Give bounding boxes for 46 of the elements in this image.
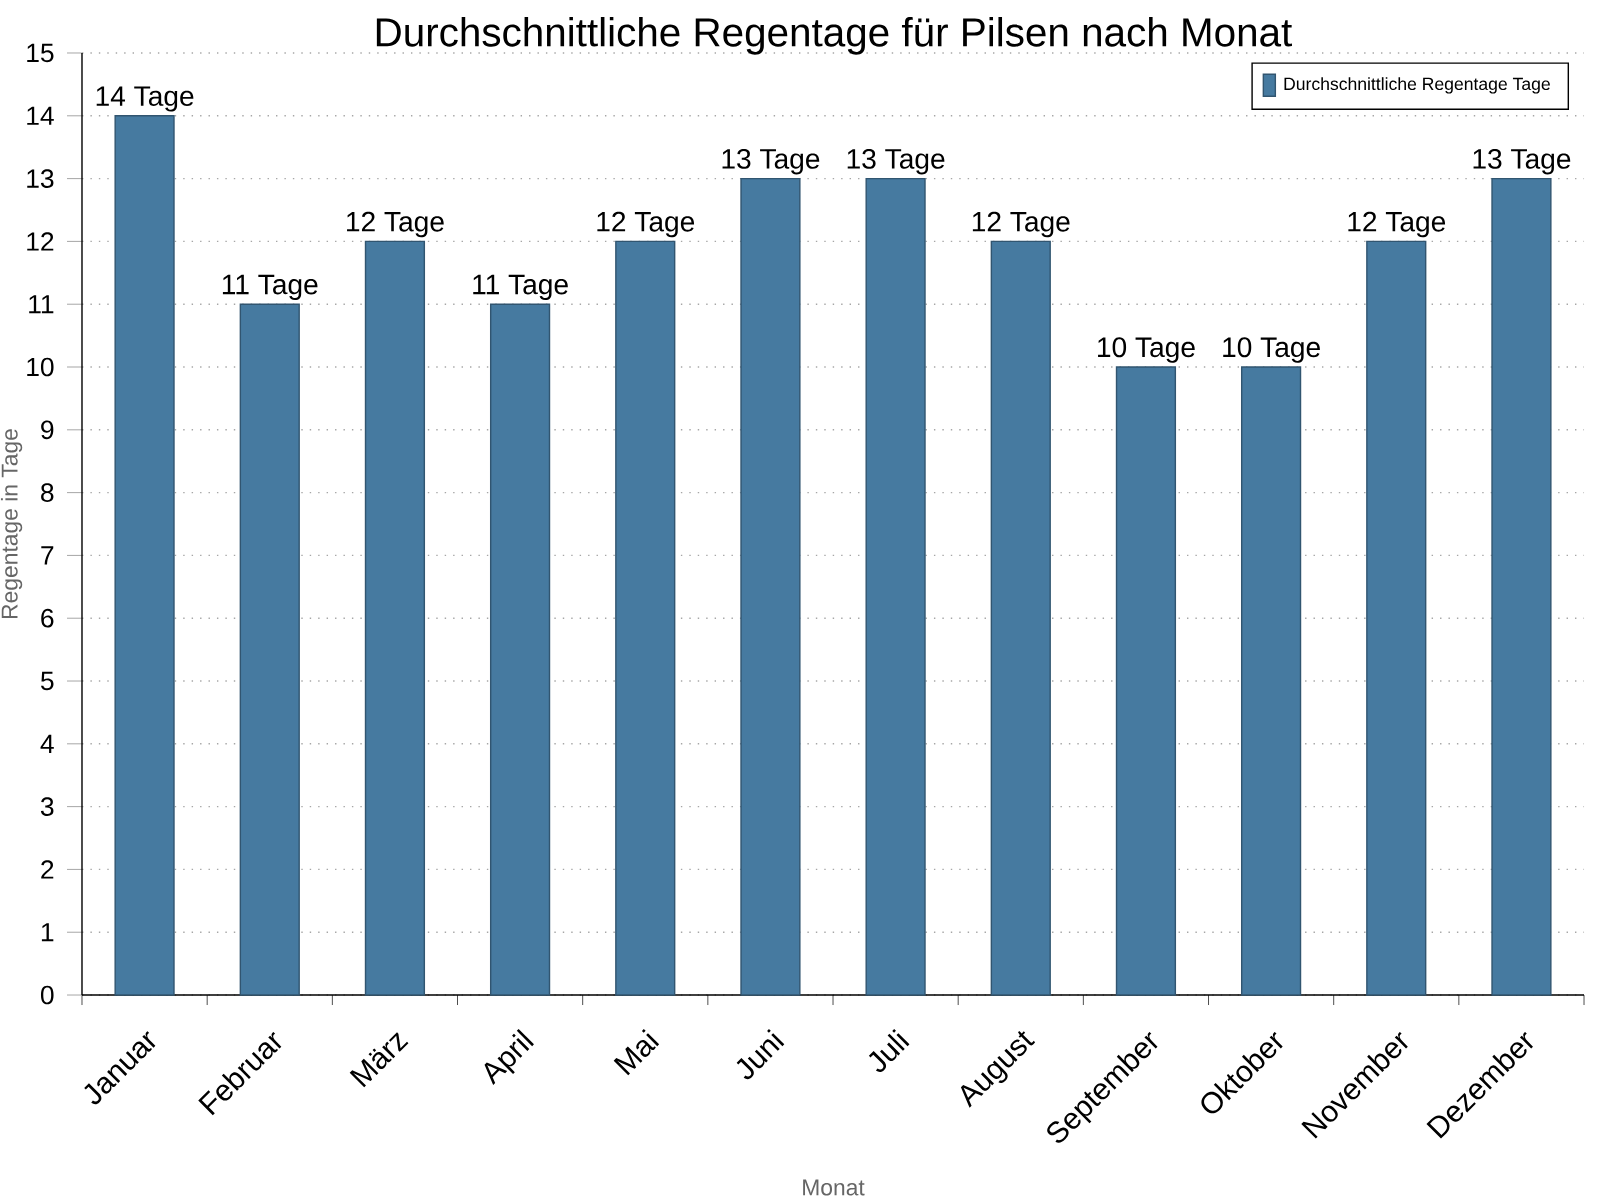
y-tick-label: 15 xyxy=(27,43,54,63)
bar xyxy=(114,115,175,996)
bar xyxy=(1366,240,1427,996)
y-tick-label: 3 xyxy=(40,797,54,816)
bar xyxy=(990,240,1051,996)
bar xyxy=(740,177,801,996)
legend-label: Durchschnittliche Regentage Tage xyxy=(1284,77,1550,94)
y-tick-label: 9 xyxy=(41,420,54,440)
data-label: 13 Tage xyxy=(722,148,820,175)
data-label: 11 Tage xyxy=(473,274,568,300)
data-label: 12 Tage xyxy=(597,211,695,238)
data-label: 11 Tage xyxy=(222,274,318,300)
bar xyxy=(489,303,551,996)
data-label: 12 Tage xyxy=(1348,211,1446,238)
x-axis-title: Monat xyxy=(803,1179,865,1196)
data-label: 14 Tage xyxy=(96,86,194,112)
bar xyxy=(1240,366,1302,996)
y-tick-label: 7 xyxy=(41,546,54,565)
y-tick-label: 13 xyxy=(27,169,54,188)
y-tick-label: 8 xyxy=(41,483,54,502)
data-label: 12 Tage xyxy=(347,211,444,238)
bar xyxy=(865,177,926,996)
y-tick-label: 0 xyxy=(40,985,54,1005)
y-tick-label: 6 xyxy=(41,608,54,628)
bar xyxy=(1491,177,1552,996)
data-label: 13 Tage xyxy=(847,148,945,175)
y-axis-title: Regentage in Tage xyxy=(0,429,23,619)
y-tick-label: 11 xyxy=(29,295,54,314)
data-label: 10 Tage xyxy=(1223,337,1320,363)
data-label: 10 Tage xyxy=(1098,337,1195,363)
y-tick-label: 5 xyxy=(40,671,54,691)
bar xyxy=(1115,366,1177,996)
bar xyxy=(615,240,676,996)
x-tick-label: Mai xyxy=(613,1029,660,1076)
data-label: 12 Tage xyxy=(972,211,1070,238)
y-tick-label: 10 xyxy=(27,357,54,377)
y-tick-label: 14 xyxy=(27,106,54,125)
y-tick-label: 12 xyxy=(27,232,54,251)
x-tick-label: Juli xyxy=(868,1029,910,1073)
bar xyxy=(239,303,300,996)
chart-title: Durchschnittliche Regentage für Pilsen nach Monat xyxy=(376,16,1292,55)
y-tick-label: 2 xyxy=(41,860,54,879)
y-tick-label: 4 xyxy=(40,734,54,753)
bar xyxy=(364,240,426,996)
y-tick-label: 1 xyxy=(41,923,54,942)
data-label: 13 Tage xyxy=(1473,148,1571,175)
